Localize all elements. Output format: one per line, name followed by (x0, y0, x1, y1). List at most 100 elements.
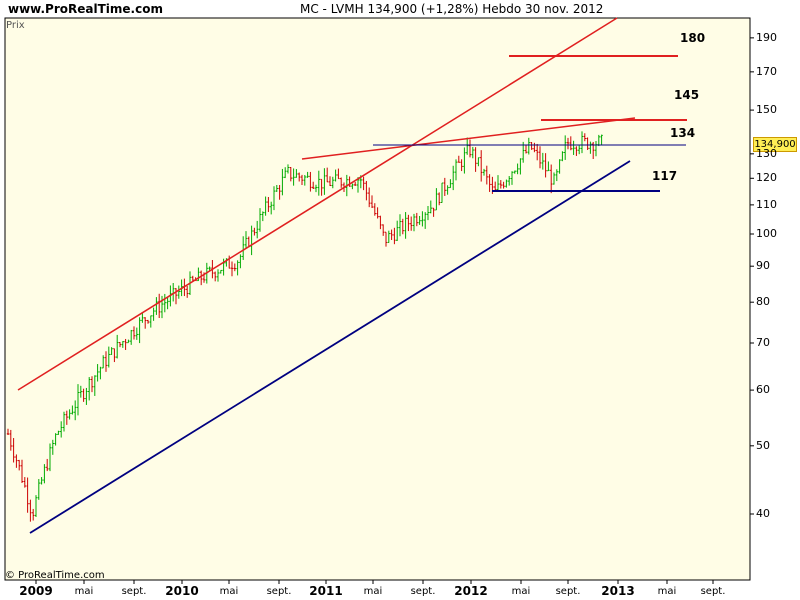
ohlc-bar (499, 180, 502, 189)
ohlc-bar (278, 185, 281, 200)
ohlc-bar (401, 218, 404, 235)
ohlc-bar (284, 167, 287, 179)
ohlc-bar (149, 315, 152, 328)
ohlc-bar (561, 151, 564, 162)
x-tick-label: sept. (700, 586, 726, 597)
ohlc-bar (48, 443, 52, 472)
ohlc-bar (264, 196, 267, 216)
y-tick-label: 70 (756, 335, 770, 349)
ohlc-bar (23, 477, 26, 488)
ohlc-bar (407, 214, 410, 232)
x-tick-label: 2009 (19, 584, 53, 598)
ohlc-bar (502, 181, 505, 189)
ohlc-bar (572, 140, 575, 155)
ohlc-bar (550, 164, 553, 194)
ohlc-bar (328, 176, 332, 187)
ohlc-bar (127, 339, 130, 344)
ohlc-bar (317, 170, 320, 196)
ohlc-bar (485, 165, 488, 185)
ohlc-bar (51, 439, 54, 455)
ohlc-bar (104, 351, 108, 372)
ohlc-bar (99, 366, 102, 380)
chart-title: MC - LVMH 134,900 (+1,28%) Hebdo 30 nov.… (300, 2, 604, 16)
ohlc-bar (547, 161, 550, 172)
site-url[interactable]: www.ProRealTime.com (8, 2, 163, 16)
ohlc-bar (113, 348, 116, 363)
ohlc-bar (20, 459, 24, 483)
ohlc-bar (474, 147, 477, 172)
ohlc-bar (46, 458, 49, 472)
ohlc-bar (233, 263, 236, 272)
annotation-117: 117 (652, 169, 678, 183)
x-tick-label: mai (657, 586, 677, 597)
y-tick-label: 170 (756, 64, 777, 78)
ohlc-bar (454, 159, 458, 181)
ohlc-bar (446, 185, 449, 195)
ohlc-bar (258, 208, 262, 232)
ohlc-bar (289, 167, 292, 182)
x-tick-label: sept. (555, 586, 581, 597)
ohlc-bar (482, 168, 486, 176)
ohlc-bar (382, 224, 385, 236)
ohlc-bar (267, 197, 270, 212)
ohlc-bar (216, 269, 220, 282)
ohlc-bar (351, 183, 354, 190)
ohlc-bar (57, 430, 60, 435)
ohlc-bar (516, 163, 519, 175)
ohlc-bar (368, 187, 371, 208)
ohlc-bar (494, 181, 497, 190)
lower-channel-line (29, 160, 631, 534)
y-tick-label: 50 (756, 438, 770, 452)
ohlc-bar (583, 133, 586, 142)
ohlc-bar (435, 188, 438, 211)
ohlc-bar (60, 421, 63, 438)
ohlc-bar (135, 327, 138, 340)
ohlc-bar (440, 182, 444, 204)
ohlc-bar (286, 164, 290, 174)
ohlc-bar (65, 410, 68, 425)
ohlc-bar (424, 212, 427, 229)
y-tick-label: 110 (756, 197, 777, 211)
ohlc-bar (449, 179, 452, 189)
ohlc-bar (533, 142, 536, 153)
ohlc-bar (432, 207, 435, 217)
ohlc-bar (480, 150, 483, 182)
plot-area (4, 17, 751, 581)
ohlc-bar (496, 175, 500, 191)
ohlc-bar (379, 215, 382, 230)
ohlc-bar (468, 139, 472, 158)
ohlc-bar (93, 375, 96, 396)
ohlc-bar (429, 200, 432, 214)
ohlc-bar (538, 146, 542, 169)
ohlc-bar (253, 227, 256, 236)
ohlc-bar (337, 168, 340, 180)
current-price-badge: 134,900 (753, 137, 797, 152)
ohlc-bar (236, 260, 239, 276)
ohlc-bar (144, 317, 147, 329)
ohlc-bar (387, 230, 390, 243)
ohlc-bar (230, 261, 234, 277)
ohlc-bar (415, 212, 418, 227)
y-tick-label: 130 (756, 146, 777, 160)
ohlc-bar (452, 165, 455, 191)
trend-lines (17, 17, 687, 534)
ohlc-bar (76, 384, 80, 416)
ohlc-bar (398, 214, 402, 237)
ohlc-bar (9, 429, 12, 451)
ohlc-bar (200, 270, 203, 286)
ohlc-bar (578, 145, 581, 155)
ohlc-bar (155, 297, 158, 315)
ohlc-bar (373, 203, 376, 216)
resistance-trend-line (301, 117, 636, 160)
ohlc-bar (244, 231, 248, 249)
y-tick-label: 100 (756, 227, 777, 240)
ohlc-bar (541, 152, 544, 170)
ohlc-bar (365, 180, 368, 201)
ohlc-bar (146, 319, 150, 324)
ohlc-bar (90, 376, 94, 393)
ohlc-bar (513, 170, 516, 174)
ohlc-bar (463, 147, 466, 174)
ohlc-bar (82, 388, 85, 402)
ohlc-bar (566, 137, 570, 150)
